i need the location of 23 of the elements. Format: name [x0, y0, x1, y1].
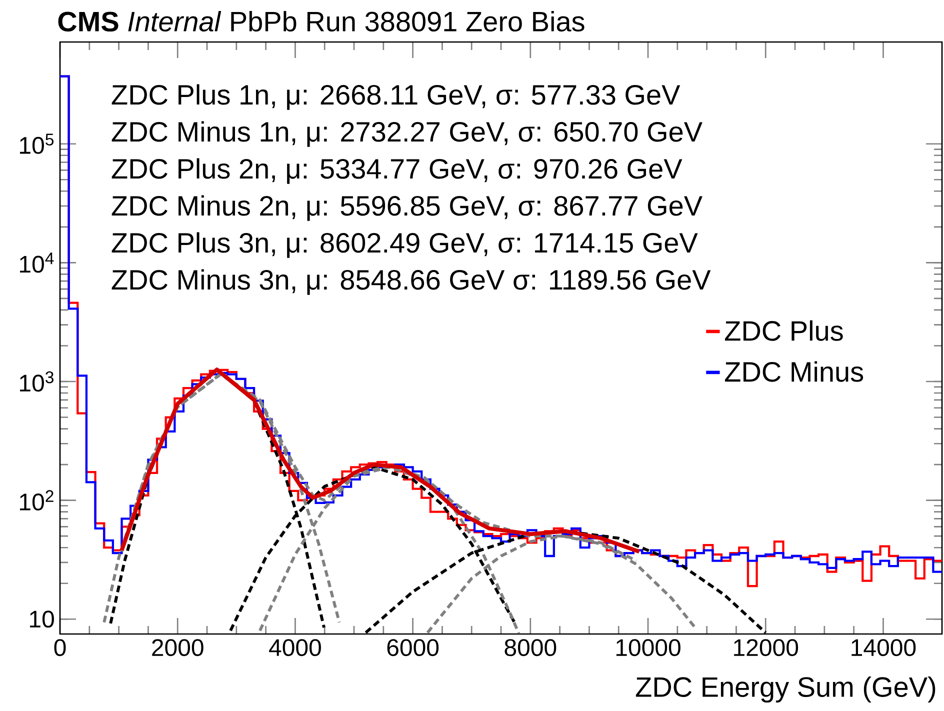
legend-label: ZDC Plus — [724, 320, 843, 341]
x-tick-label: 0 — [54, 639, 66, 656]
x-axis-title: ZDC Energy Sum (GeV) — [636, 676, 936, 703]
y-tick-label: 10$^{4}$ — [20, 252, 54, 273]
annotation: ZDC Plus 1n, μ: 2668.11 GeV, σ: 577.33 GeV — [112, 84, 680, 110]
x-tick-label: 14000 — [852, 639, 916, 656]
annotation: ZDC Minus 1n, μ: 2732.27 GeV, σ: 650.70 GeV — [112, 121, 702, 147]
x-tick-label: 8000 — [504, 639, 556, 656]
x-tick-label: 6000 — [387, 639, 439, 656]
x-tick-label: 10000 — [616, 639, 680, 656]
y-tick-label: 10$^{2}$ — [20, 490, 54, 510]
y-tick-label: 10 — [30, 610, 54, 628]
annotation: ZDC Minus 3n, μ: 8548.66 GeV σ: 1189.56 GeV — [112, 269, 711, 295]
x-tick-label: 4000 — [269, 639, 321, 656]
annotation: ZDC Plus 3n, μ: 8602.49 GeV, σ: 1714.15 GeV — [112, 232, 698, 258]
legend-label: ZDC Minus — [724, 361, 864, 382]
annotation: ZDC Plus 2n, μ: 5334.77 GeV, σ: 970.26 GeV — [112, 158, 682, 184]
y-tick-label: 10$^{3}$ — [20, 371, 54, 392]
y-tick-label: 10$^{5}$ — [20, 134, 54, 154]
x-tick-label: 2000 — [152, 639, 204, 656]
annotation: ZDC Minus 2n, μ: 5596.85 GeV, σ: 867.77 GeV — [112, 195, 702, 221]
x-tick-label: 12000 — [734, 639, 798, 656]
chart-title: CMS Internal PbPb Run 388091 Zero Bias — [58, 10, 584, 32]
